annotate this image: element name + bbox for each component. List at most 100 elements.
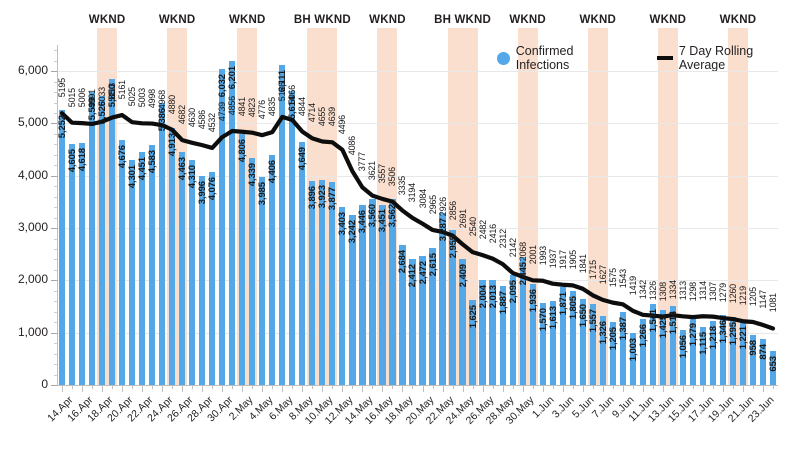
bar[interactable] bbox=[369, 198, 376, 385]
bar[interactable] bbox=[589, 303, 596, 385]
bar[interactable] bbox=[579, 298, 586, 385]
bar[interactable] bbox=[499, 286, 506, 385]
x-axis-tick bbox=[172, 385, 174, 389]
weekend-band bbox=[657, 28, 678, 385]
bar[interactable] bbox=[639, 318, 646, 385]
bar[interactable] bbox=[759, 339, 767, 385]
bar[interactable] bbox=[599, 315, 606, 385]
bar[interactable] bbox=[249, 158, 256, 385]
bar[interactable] bbox=[469, 300, 476, 385]
bar[interactable] bbox=[529, 283, 536, 385]
bar[interactable] bbox=[58, 110, 66, 385]
bar[interactable] bbox=[419, 255, 426, 385]
bar[interactable] bbox=[479, 280, 486, 385]
bar[interactable] bbox=[459, 259, 466, 385]
bar[interactable] bbox=[439, 213, 446, 385]
x-axis-tick bbox=[762, 385, 764, 392]
bar[interactable] bbox=[689, 318, 696, 385]
bar[interactable] bbox=[609, 321, 616, 385]
y-axis-minor-tick bbox=[54, 92, 57, 94]
y-axis-minor-tick bbox=[54, 259, 57, 261]
bar[interactable] bbox=[128, 160, 136, 385]
bar[interactable] bbox=[219, 69, 226, 385]
y-axis-minor-tick bbox=[54, 301, 57, 303]
bar[interactable] bbox=[149, 145, 156, 385]
bar[interactable] bbox=[299, 141, 306, 385]
x-axis-tick bbox=[332, 385, 334, 389]
bar[interactable] bbox=[739, 321, 747, 385]
bar[interactable] bbox=[539, 302, 546, 385]
bar[interactable] bbox=[349, 215, 356, 385]
average-value-label: 1308 bbox=[657, 281, 668, 301]
x-axis-tick bbox=[522, 385, 524, 392]
average-value-label: 3777 bbox=[357, 152, 368, 172]
bar[interactable] bbox=[509, 275, 516, 385]
x-axis-tick bbox=[482, 385, 484, 392]
bar[interactable] bbox=[269, 154, 276, 385]
y-axis-tick bbox=[51, 123, 57, 125]
bar[interactable] bbox=[118, 140, 126, 385]
average-value-label: 1715 bbox=[587, 260, 598, 280]
x-axis-tick bbox=[242, 385, 244, 392]
bar[interactable] bbox=[289, 91, 296, 385]
average-value-label: 3557 bbox=[377, 163, 388, 184]
legend-item[interactable]: 7 Day Rolling Average bbox=[657, 44, 800, 72]
bar[interactable] bbox=[569, 290, 576, 385]
bar[interactable] bbox=[139, 152, 146, 385]
bar[interactable] bbox=[699, 326, 706, 385]
bar[interactable] bbox=[279, 65, 286, 385]
average-value-label: 4086 bbox=[347, 136, 358, 156]
bar[interactable] bbox=[68, 144, 76, 385]
legend-label: 7 Day Rolling Average bbox=[678, 44, 754, 72]
bar[interactable] bbox=[619, 312, 626, 385]
bar[interactable] bbox=[229, 60, 236, 385]
bar[interactable] bbox=[669, 305, 676, 385]
bar[interactable] bbox=[199, 175, 206, 385]
bar[interactable] bbox=[359, 204, 366, 385]
bar-value-label: 3,985 bbox=[257, 181, 269, 205]
bar[interactable] bbox=[389, 198, 396, 385]
bar[interactable] bbox=[379, 204, 386, 385]
bar[interactable] bbox=[709, 321, 716, 385]
x-axis-tick bbox=[682, 385, 684, 392]
x-axis-tick bbox=[752, 385, 754, 389]
bar[interactable] bbox=[159, 103, 166, 385]
bar[interactable] bbox=[659, 310, 666, 385]
bar[interactable] bbox=[329, 182, 336, 385]
bar[interactable] bbox=[409, 258, 416, 385]
bar[interactable] bbox=[108, 79, 116, 385]
x-axis-tick bbox=[282, 385, 284, 392]
bar[interactable] bbox=[429, 248, 436, 385]
bar[interactable] bbox=[629, 332, 636, 385]
bar[interactable] bbox=[549, 300, 556, 385]
bar[interactable] bbox=[209, 171, 216, 385]
x-axis-tick bbox=[742, 385, 744, 392]
bar[interactable] bbox=[399, 244, 406, 385]
x-axis-tick bbox=[362, 385, 364, 392]
bar[interactable] bbox=[78, 143, 86, 385]
bar[interactable] bbox=[719, 314, 727, 385]
bar[interactable] bbox=[679, 329, 686, 385]
bar[interactable] bbox=[559, 287, 566, 385]
bar[interactable] bbox=[319, 179, 326, 385]
legend-circle-icon bbox=[497, 51, 510, 65]
bar[interactable] bbox=[179, 151, 186, 385]
bar[interactable] bbox=[769, 350, 777, 385]
bar[interactable] bbox=[339, 207, 346, 385]
bar[interactable] bbox=[729, 317, 737, 385]
bar[interactable] bbox=[749, 334, 757, 385]
bar[interactable] bbox=[519, 257, 526, 385]
bar[interactable] bbox=[309, 181, 316, 385]
bar[interactable] bbox=[489, 279, 496, 385]
average-value-label: 1279 bbox=[717, 283, 728, 303]
bar[interactable] bbox=[649, 304, 656, 385]
bar[interactable] bbox=[88, 92, 96, 385]
bar[interactable] bbox=[449, 230, 456, 385]
average-value-label: 5006 bbox=[77, 88, 88, 108]
bar[interactable] bbox=[259, 176, 266, 385]
legend-item[interactable]: Confirmed Infections bbox=[497, 44, 628, 72]
bar[interactable] bbox=[169, 128, 176, 385]
bar[interactable] bbox=[98, 95, 106, 385]
bar[interactable] bbox=[189, 159, 196, 385]
bar[interactable] bbox=[239, 133, 246, 385]
